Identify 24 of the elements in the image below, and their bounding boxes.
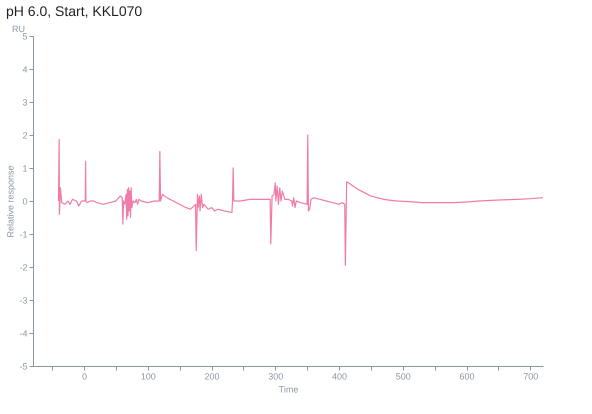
x-tick-label: 300 [268,372,284,382]
text: RU [12,24,25,34]
x-tick-label: 200 [204,372,220,382]
y-tick-label: -3 [19,296,28,306]
y-tick-label: -5 [19,362,28,372]
x-tick-label: 700 [523,372,538,382]
y-tick-label: 3 [22,98,28,108]
x-tick-label: 600 [459,372,475,382]
x-tick-label: 400 [332,372,348,382]
x-tick-label: 0 [82,372,88,382]
x-tick-label: 500 [396,372,411,382]
y-tick-label: 2 [22,130,28,140]
y-tick-label: 5 [22,32,28,42]
x-tick-label: 100 [140,372,156,382]
line-series [58,134,543,266]
y-tick-label: 0 [22,196,28,206]
y-tick-label: -1 [19,230,28,240]
y-tick-label: 4 [22,64,28,74]
y-tick-label: -4 [19,328,28,338]
y-tick-label: 1 [22,164,28,174]
y-tick-label: -2 [19,262,28,272]
x-axis-title: Time [278,384,298,394]
chart-title: pH 6.0, Start, KKL070 [6,3,142,19]
y-axis-title: Relative response [6,165,16,238]
